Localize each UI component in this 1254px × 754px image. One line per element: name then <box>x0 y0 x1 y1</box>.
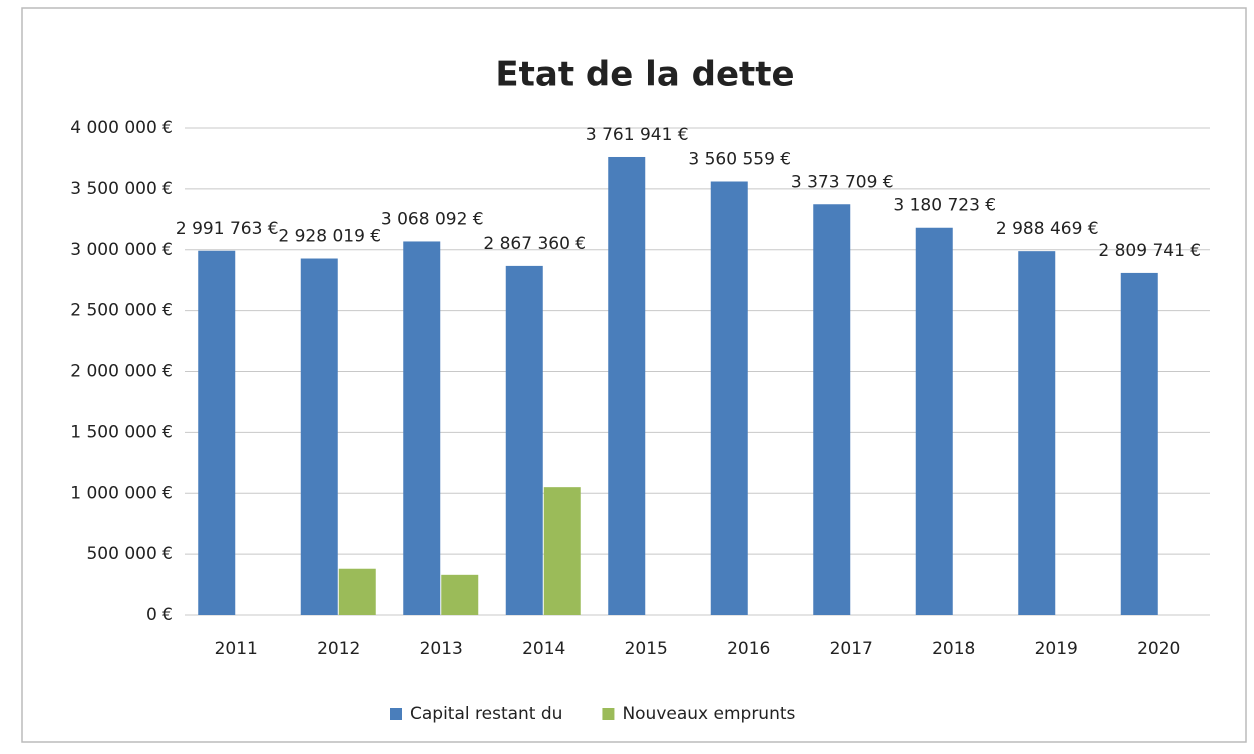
x-tick-label: 2018 <box>932 639 975 659</box>
bar <box>505 265 543 615</box>
y-tick-label: 3 500 000 € <box>70 179 173 199</box>
x-tick-label: 2017 <box>830 639 873 659</box>
x-tick-label: 2016 <box>727 639 770 659</box>
y-tick-label: 1 500 000 € <box>70 422 173 442</box>
data-label: 2 928 019 € <box>278 227 381 247</box>
bar <box>608 156 646 615</box>
data-label: 3 068 092 € <box>381 209 484 229</box>
bar <box>813 204 851 616</box>
x-tick-label: 2015 <box>625 639 668 659</box>
bar <box>300 258 338 615</box>
y-tick-label: 2 000 000 € <box>70 362 173 382</box>
data-label: 2 988 469 € <box>996 219 1099 239</box>
bar <box>915 227 953 615</box>
bar <box>710 181 748 615</box>
y-tick-label: 1 000 000 € <box>70 483 173 503</box>
y-tick-label: 4 000 000 € <box>70 118 173 138</box>
x-tick-label: 2019 <box>1035 639 1078 659</box>
data-label: 3 560 559 € <box>688 150 791 170</box>
data-label: 2 867 360 € <box>483 234 586 254</box>
y-tick-label: 2 500 000 € <box>70 301 173 321</box>
legend-swatch <box>602 708 615 720</box>
bar <box>441 574 479 615</box>
bar <box>338 568 376 615</box>
y-tick-label: 3 000 000 € <box>70 240 173 260</box>
data-label: 3 180 723 € <box>893 196 996 216</box>
bar <box>1120 272 1158 615</box>
x-tick-label: 2014 <box>522 639 565 659</box>
y-tick-label: 500 000 € <box>86 544 173 564</box>
bar <box>543 487 581 615</box>
legend-label: Capital restant du <box>410 704 562 724</box>
data-label: 2 809 741 € <box>1098 241 1201 261</box>
legend-swatch <box>390 708 402 720</box>
bar <box>1018 251 1056 615</box>
x-tick-label: 2012 <box>317 639 360 659</box>
data-label: 2 991 763 € <box>176 219 279 239</box>
chart-title: Etat de la dette <box>495 55 794 95</box>
x-tick-label: 2011 <box>215 639 258 659</box>
y-tick-label: 0 € <box>146 605 173 625</box>
data-label: 3 761 941 € <box>586 125 689 145</box>
x-tick-label: 2013 <box>420 639 463 659</box>
x-tick-label: 2020 <box>1137 639 1180 659</box>
bar <box>198 250 236 615</box>
bar <box>403 241 441 616</box>
data-label: 3 373 709 € <box>791 172 894 192</box>
legend-label: Nouveaux emprunts <box>622 704 795 724</box>
